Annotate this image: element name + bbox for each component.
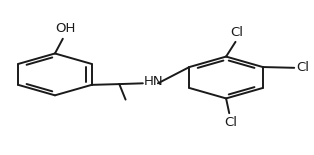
Text: OH: OH xyxy=(55,22,75,35)
Text: Cl: Cl xyxy=(224,116,237,129)
Text: Cl: Cl xyxy=(296,61,309,74)
Text: HN: HN xyxy=(144,75,164,88)
Text: Cl: Cl xyxy=(230,26,244,39)
